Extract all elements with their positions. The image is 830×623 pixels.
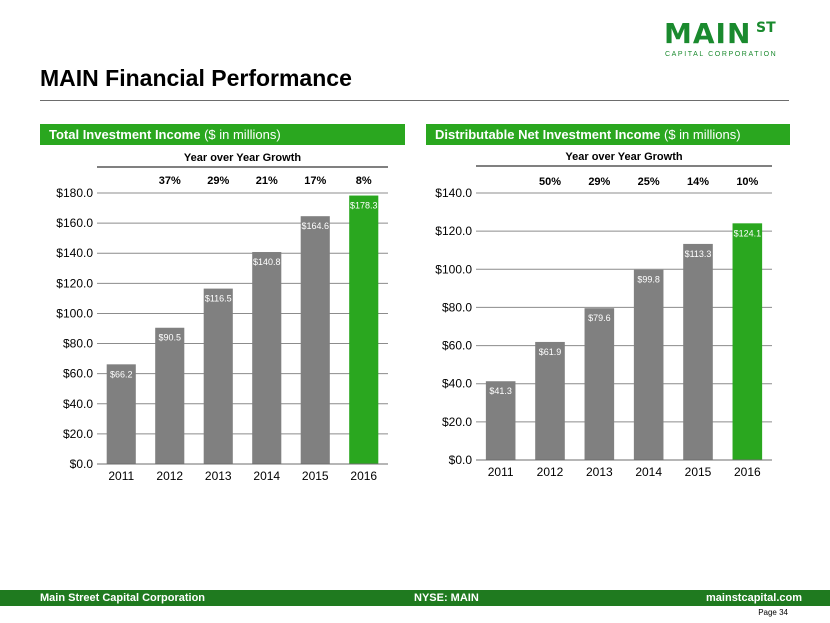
bar-2012	[155, 327, 185, 464]
bar-2012	[535, 341, 565, 460]
growth-title: Year over Year Growth	[565, 151, 682, 163]
company-logo: MAIN ST CAPITAL CORPORATION	[664, 20, 780, 60]
logo-superscript: ST	[756, 20, 776, 36]
footer-company: Main Street Capital Corporation	[40, 592, 206, 604]
y-tick-label: $80.0	[63, 337, 93, 351]
footer-bar: Main Street Capital Corporation NYSE: MA…	[0, 590, 830, 606]
right-panel-unit: ($ in millions)	[660, 127, 741, 142]
y-tick-label: $20.0	[63, 427, 93, 441]
growth-value: 50%	[539, 176, 561, 188]
y-tick-label: $0.0	[70, 457, 94, 471]
y-tick-label: $0.0	[449, 453, 473, 467]
y-tick-label: $180.0	[56, 186, 93, 200]
right-panel-title: Distributable Net Investment Income	[435, 127, 661, 142]
x-tick-label: 2012	[156, 469, 183, 483]
y-tick-label: $140.0	[435, 186, 472, 200]
y-tick-label: $120.0	[435, 224, 472, 238]
bar-2016	[349, 195, 379, 464]
bar-2016	[732, 223, 763, 460]
x-tick-label: 2014	[253, 469, 280, 483]
y-tick-label: $100.0	[56, 306, 93, 320]
bar-2011	[485, 381, 516, 460]
bar-2014	[633, 269, 664, 460]
bar-value-label: $140.8	[253, 257, 281, 267]
growth-value: 29%	[588, 176, 610, 188]
bar-value-label: $66.2	[110, 369, 133, 379]
bar-2013	[584, 308, 615, 460]
x-tick-label: 2016	[350, 469, 377, 483]
footer-website: mainstcapital.com	[706, 592, 802, 604]
y-tick-label: $120.0	[56, 276, 93, 290]
x-tick-label: 2014	[635, 465, 662, 479]
bar-value-label: $99.8	[637, 275, 660, 285]
growth-value: 21%	[256, 175, 278, 187]
y-tick-label: $80.0	[442, 300, 472, 314]
bar-value-label: $113.3	[685, 249, 712, 259]
title-divider	[40, 100, 789, 101]
growth-value: 14%	[687, 176, 709, 188]
growth-value: 10%	[736, 176, 758, 188]
growth-value: 29%	[207, 175, 229, 187]
distributable-nii-chart: $0.0 $20.0 $40.0 $60.0 $80.0 $100.0 $120.0 $140…	[435, 151, 772, 479]
bar-value-label: $79.6	[588, 313, 611, 323]
left-panel-unit: ($ in millions)	[200, 127, 281, 142]
total-investment-income-chart: $0.0 $20.0 $40.0 $60.0 $80.0 $100.0 $120.0 $140…	[56, 152, 388, 483]
logo-main-text: MAIN	[664, 17, 752, 50]
y-tick-label: $60.0	[63, 367, 93, 381]
left-panel-header: Total Investment Income ($ in millions)	[40, 124, 405, 145]
bar-value-label: $116.5	[205, 294, 232, 304]
page-number: Page 34	[758, 608, 788, 617]
growth-value: 8%	[356, 175, 372, 187]
growth-value: 25%	[638, 176, 660, 188]
growth-value: 17%	[304, 175, 326, 187]
y-tick-label: $60.0	[442, 339, 472, 353]
x-tick-label: 2012	[537, 465, 564, 479]
left-panel-title: Total Investment Income	[49, 127, 201, 142]
bar-2014	[252, 252, 282, 464]
bar-2013	[203, 288, 233, 464]
bar-value-label: $41.3	[489, 386, 512, 396]
bar-value-label: $178.3	[350, 201, 378, 211]
bar-2011	[106, 364, 136, 464]
bar-value-label: $124.1	[734, 228, 762, 238]
bar-value-label: $90.5	[158, 333, 181, 343]
bar-value-label: $164.6	[301, 221, 329, 231]
x-tick-label: 2013	[586, 465, 613, 479]
y-tick-label: $140.0	[56, 246, 93, 260]
growth-title: Year over Year Growth	[184, 152, 301, 164]
logo-subtitle: CAPITAL CORPORATION	[665, 51, 778, 58]
y-tick-label: $40.0	[63, 397, 93, 411]
y-tick-label: $20.0	[442, 415, 472, 429]
x-tick-label: 2013	[205, 469, 232, 483]
y-tick-label: $40.0	[442, 377, 472, 391]
x-tick-label: 2015	[685, 465, 712, 479]
right-panel-header: Distributable Net Investment Income ($ i…	[426, 124, 790, 145]
bar-2015	[300, 216, 330, 464]
growth-value: 37%	[159, 175, 181, 187]
page-title: MAIN Financial Performance	[40, 65, 352, 91]
x-tick-label: 2011	[488, 465, 514, 479]
footer-ticker: NYSE: MAIN	[414, 592, 479, 604]
x-tick-label: 2011	[108, 469, 134, 483]
y-tick-label: $100.0	[435, 262, 472, 276]
bar-2015	[683, 243, 713, 460]
x-tick-label: 2016	[734, 465, 761, 479]
x-tick-label: 2015	[302, 469, 329, 483]
y-tick-label: $160.0	[56, 216, 93, 230]
bar-value-label: $61.9	[539, 347, 562, 357]
